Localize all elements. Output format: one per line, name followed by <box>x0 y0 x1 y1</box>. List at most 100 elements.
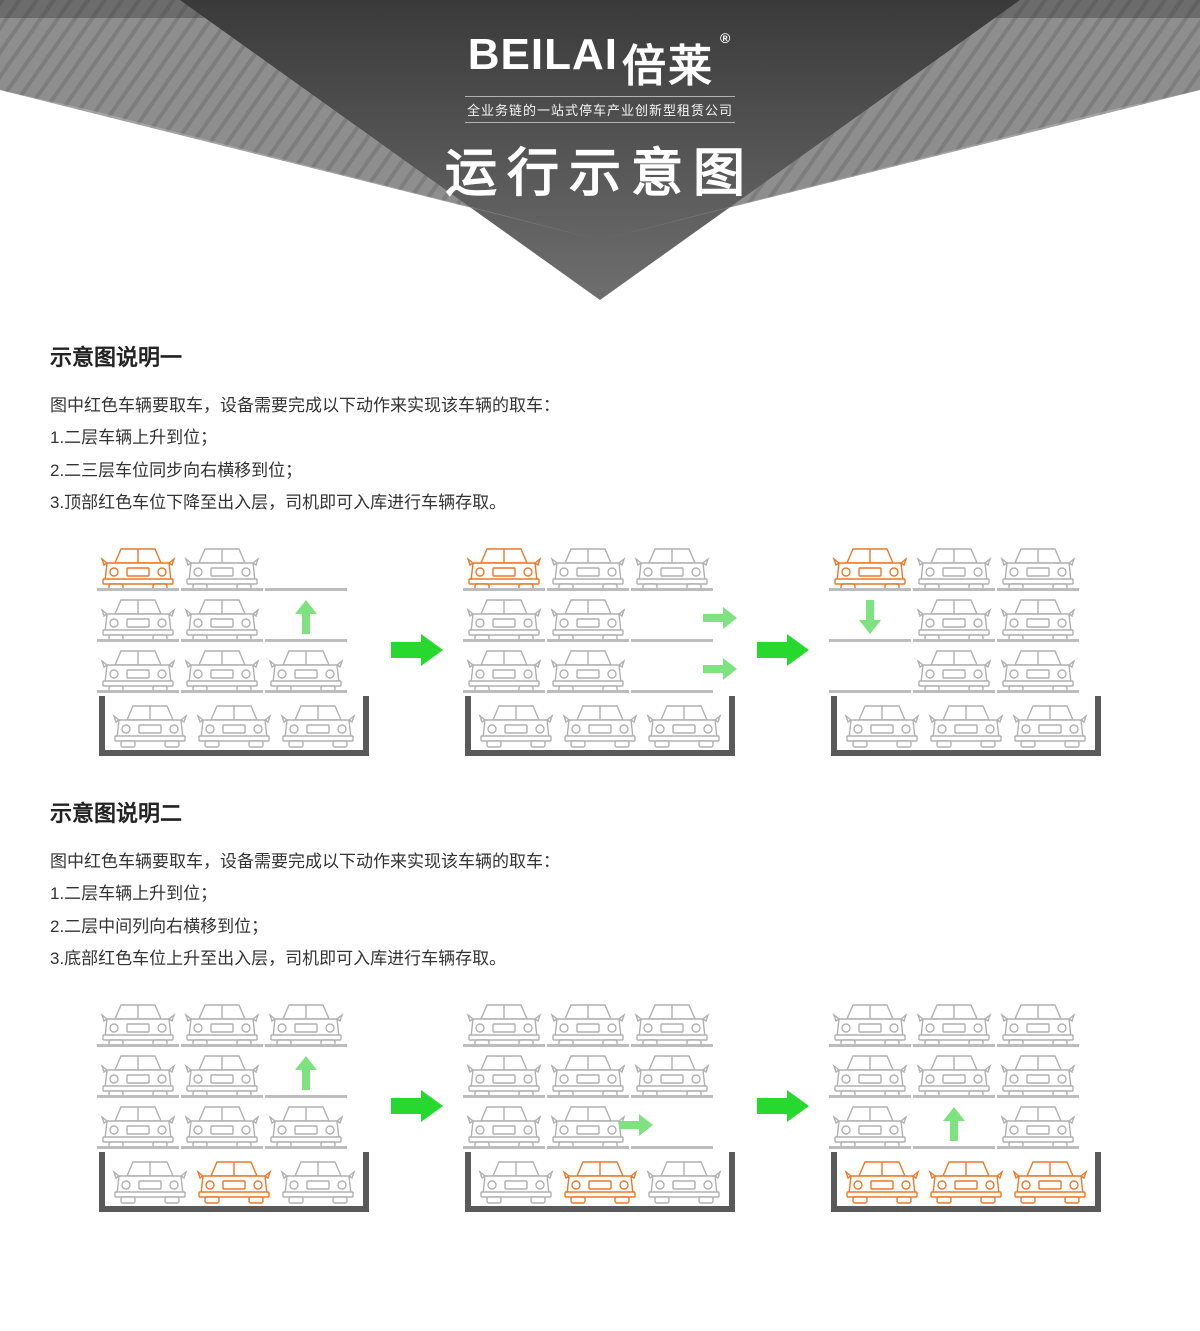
brand-subtitle: 全业务链的一站式停车产业创新型租赁公司 <box>465 96 735 123</box>
car-highlight <box>831 543 909 591</box>
platform <box>97 690 179 693</box>
car <box>549 1050 627 1098</box>
car <box>183 999 261 1047</box>
level <box>465 543 735 591</box>
platform <box>913 690 995 693</box>
car <box>633 543 711 591</box>
section-1-body: 图中红色车辆要取车，设备需要完成以下动作来实现该车辆的取车： 1.二层车辆上升到… <box>50 390 1150 519</box>
registered-mark: ® <box>720 30 732 46</box>
section-1-step-1: 1.二层车辆上升到位； <box>50 422 1150 454</box>
section-1-intro: 图中红色车辆要取车，设备需要完成以下动作来实现该车辆的取车： <box>50 390 1150 422</box>
car <box>831 999 909 1047</box>
car <box>999 594 1077 642</box>
car <box>645 1156 723 1204</box>
empty-slot <box>831 594 909 642</box>
platform <box>913 1146 995 1149</box>
car <box>549 645 627 693</box>
pit-level <box>111 1156 357 1204</box>
section-2-title: 示意图说明二 <box>50 796 1150 828</box>
car <box>633 999 711 1047</box>
platform <box>547 690 629 693</box>
platform <box>631 1044 713 1047</box>
car <box>99 999 177 1047</box>
car <box>999 543 1077 591</box>
pit-level <box>477 700 723 748</box>
platform <box>463 1146 545 1149</box>
parking-frame <box>99 999 369 1212</box>
parking-structure <box>831 999 1101 1212</box>
platform <box>265 588 347 591</box>
car <box>99 1101 177 1149</box>
empty-slot <box>267 543 345 591</box>
platform <box>631 639 713 642</box>
platform <box>631 588 713 591</box>
section-1-title: 示意图说明一 <box>50 340 1150 372</box>
platform <box>463 588 545 591</box>
car <box>915 645 993 693</box>
section-2-diagrams <box>50 999 1150 1212</box>
car <box>561 700 639 748</box>
car <box>927 700 1005 748</box>
platform <box>97 1044 179 1047</box>
car-highlight <box>1011 1156 1089 1204</box>
platform <box>547 1044 629 1047</box>
step-arrow-icon <box>753 1086 813 1126</box>
empty-slot <box>915 1101 993 1149</box>
empty-slot <box>267 1050 345 1098</box>
car <box>465 594 543 642</box>
level <box>465 999 735 1047</box>
section-2-body: 图中红色车辆要取车，设备需要完成以下动作来实现该车辆的取车： 1.二层车辆上升到… <box>50 846 1150 975</box>
car <box>633 1050 711 1098</box>
parking-structure <box>465 543 735 756</box>
platform <box>181 1044 263 1047</box>
pit-level <box>477 1156 723 1204</box>
car <box>549 1101 627 1149</box>
car <box>843 700 921 748</box>
platform <box>181 690 263 693</box>
section-2-step-2: 2.二层中间列向右横移到位； <box>50 911 1150 943</box>
platform <box>547 588 629 591</box>
platform <box>829 690 911 693</box>
platform <box>997 639 1079 642</box>
platform <box>829 588 911 591</box>
platform <box>913 1095 995 1098</box>
section-1-diagrams <box>50 543 1150 756</box>
level <box>831 543 1101 591</box>
car <box>999 999 1077 1047</box>
level <box>465 645 735 693</box>
platform <box>265 1095 347 1098</box>
car <box>183 1101 261 1149</box>
car <box>99 1050 177 1098</box>
car-highlight <box>465 543 543 591</box>
empty-slot <box>267 594 345 642</box>
level <box>831 594 1101 642</box>
car <box>279 1156 357 1204</box>
platform <box>265 690 347 693</box>
pit-level <box>843 700 1089 748</box>
level <box>99 1101 369 1149</box>
pit <box>99 696 369 756</box>
car <box>477 1156 555 1204</box>
car <box>183 1050 261 1098</box>
pit <box>99 1152 369 1212</box>
parking-structure <box>99 543 369 756</box>
section-2-step-3: 3.底部红色车位上升至出入层，司机即可入库进行车辆存取。 <box>50 943 1150 975</box>
platform <box>997 1044 1079 1047</box>
platform <box>181 1146 263 1149</box>
brand-cn: 倍莱 <box>622 30 714 94</box>
platform <box>265 1044 347 1047</box>
parking-structure <box>465 999 735 1212</box>
platform <box>913 639 995 642</box>
pit <box>465 696 735 756</box>
car-highlight <box>561 1156 639 1204</box>
car <box>267 645 345 693</box>
level <box>99 999 369 1047</box>
section-1: 示意图说明一 图中红色车辆要取车，设备需要完成以下动作来实现该车辆的取车： 1.… <box>50 340 1150 756</box>
parking-structure <box>831 543 1101 756</box>
car <box>645 700 723 748</box>
car <box>279 700 357 748</box>
level <box>831 1101 1101 1149</box>
platform <box>265 1146 347 1149</box>
step-arrow-icon <box>753 630 813 670</box>
parking-frame <box>831 999 1101 1212</box>
